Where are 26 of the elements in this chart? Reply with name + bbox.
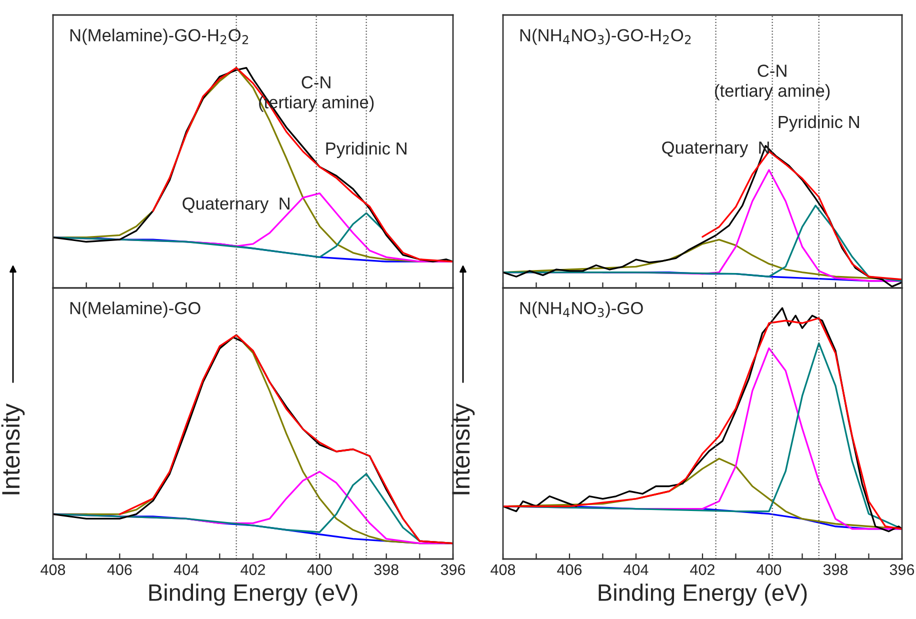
text: N(Melamine)-GO <box>70 302 200 318</box>
x-axis-title: Binding Energy (eV) <box>149 584 358 606</box>
x-tick-label: 404 <box>174 564 199 576</box>
text: N(Melamine)-GO-H$_{2}$O$_{2}$ <box>70 28 248 45</box>
annotation: N(NH$_{4}$NO$_{3}$)-GO <box>520 302 643 318</box>
x-tick-label: 408 <box>490 564 516 576</box>
y-axis-title: Intensity <box>451 403 475 494</box>
annotation: C-N (tertiary amine) <box>715 64 830 100</box>
x-tick-label: 402 <box>240 564 265 576</box>
x-tick-label: 400 <box>756 564 782 576</box>
x-tick-label: 404 <box>624 564 648 576</box>
x-tick-label: 400 <box>307 564 332 576</box>
text: N(NH$_{4}$NO$_{3}$)-GO-H$_{2}$O$_{2}$ <box>520 28 691 45</box>
x-tick-label: 398 <box>823 564 848 576</box>
annotation: Quaternary N <box>182 197 290 214</box>
annotation: Pyridinic N <box>326 142 406 158</box>
x-tick-label: 396 <box>890 564 914 576</box>
x-axis-title: Binding Energy (eV) <box>598 584 807 606</box>
y-axis-title: Intensity <box>1 403 25 494</box>
x-tick-label: 406 <box>557 564 582 576</box>
x-tick-label: 406 <box>107 564 132 576</box>
annotation: Pyridinic N <box>778 115 859 132</box>
x-tick-label: 396 <box>440 564 466 576</box>
x-tick-label: 402 <box>690 564 714 576</box>
x-tick-label: 408 <box>40 564 66 576</box>
x-tick-label: 398 <box>374 564 398 576</box>
